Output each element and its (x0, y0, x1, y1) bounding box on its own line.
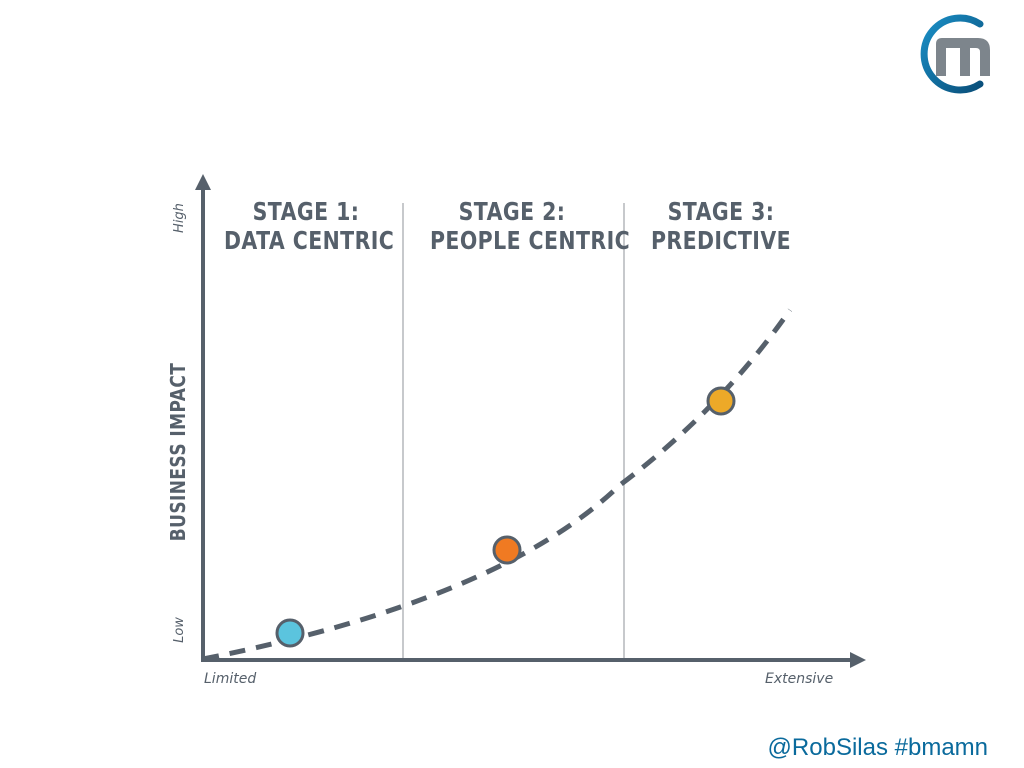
stage-2-label: STAGE 2: (458, 197, 566, 226)
stage-1-label: STAGE 1: (252, 197, 360, 226)
stage-2-title: STAGE 2: PEOPLE CENTRIC (430, 197, 631, 255)
stage-1-name: DATA CENTRIC (224, 226, 395, 255)
growth-curve (202, 308, 793, 662)
stage-3-name: PREDICTIVE (650, 226, 792, 255)
y-axis-arrow-icon (195, 174, 211, 190)
stage-3-label: STAGE 3: (667, 197, 775, 226)
x-axis-low-label: Limited (204, 671, 257, 687)
stage-3-title: STAGE 3: PREDICTIVE (639, 197, 803, 255)
y-axis-low-label: Low (172, 617, 187, 643)
x-axis-high-label: Extensive (765, 671, 834, 687)
y-axis-title: BUSINESS IMPACT (166, 362, 190, 542)
stage-1-marker (275, 618, 305, 648)
y-axis-high-label: High (172, 203, 187, 233)
stage-2-name: PEOPLE CENTRIC (430, 226, 631, 255)
stage-3-marker (706, 386, 736, 416)
x-axis-arrow-icon (850, 652, 866, 668)
stage-2-marker (492, 535, 522, 565)
social-handle: @RobSilas #bmamn (767, 734, 988, 761)
m-logo (920, 14, 990, 94)
stage-1-title: STAGE 1: DATA CENTRIC (224, 197, 395, 255)
